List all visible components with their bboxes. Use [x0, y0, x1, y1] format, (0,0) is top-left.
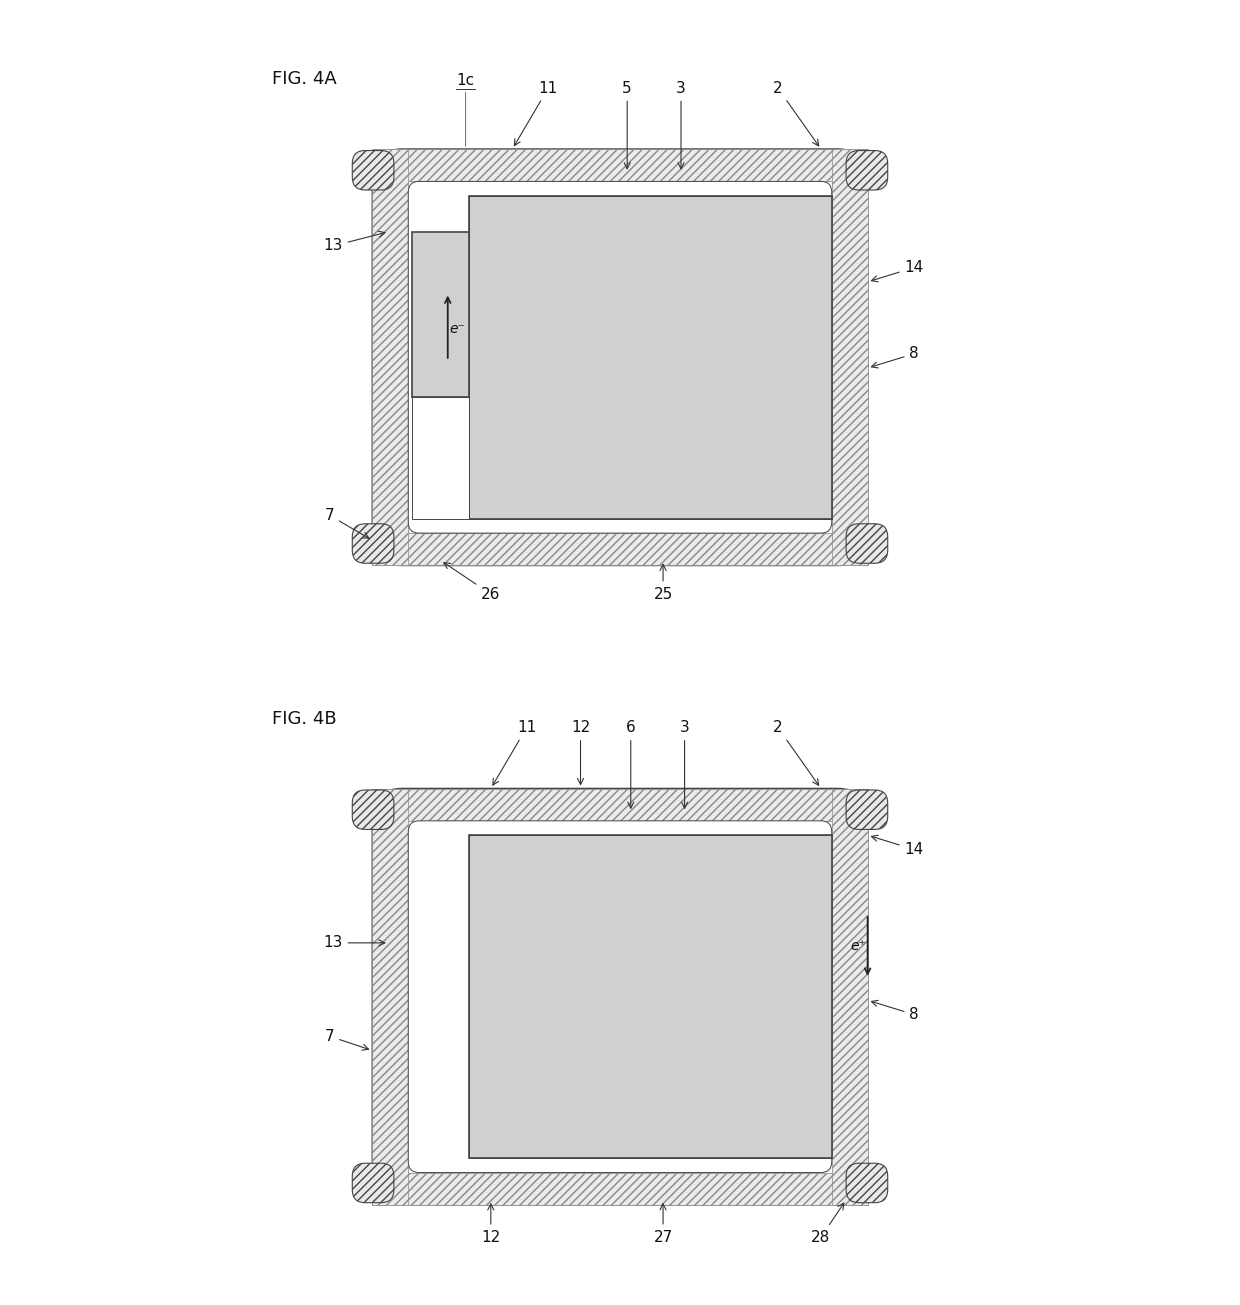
FancyBboxPatch shape: [352, 523, 394, 564]
FancyBboxPatch shape: [846, 790, 888, 830]
Text: 2: 2: [773, 720, 818, 786]
Text: 14: 14: [872, 835, 924, 857]
Text: 1c: 1c: [456, 73, 475, 89]
Text: 3: 3: [676, 81, 686, 168]
Text: 3: 3: [680, 720, 689, 808]
Text: 11: 11: [492, 720, 537, 786]
Text: 26: 26: [444, 562, 501, 602]
Text: 27: 27: [653, 1203, 672, 1245]
Text: 7: 7: [325, 508, 370, 538]
FancyBboxPatch shape: [352, 150, 394, 191]
Bar: [372, 1172, 868, 1205]
Text: 12: 12: [570, 720, 590, 784]
Text: 13: 13: [324, 936, 384, 950]
Text: 7: 7: [325, 1028, 368, 1051]
Text: e⁺: e⁺: [851, 940, 867, 954]
FancyBboxPatch shape: [846, 1163, 888, 1203]
Text: 11: 11: [515, 81, 558, 146]
FancyBboxPatch shape: [408, 821, 832, 1172]
Bar: [832, 788, 868, 1205]
Bar: [372, 788, 868, 821]
Text: 8: 8: [872, 1001, 919, 1022]
Text: FIG. 4B: FIG. 4B: [272, 710, 336, 728]
Text: 14: 14: [872, 260, 924, 282]
Bar: [412, 232, 469, 397]
Bar: [412, 397, 469, 518]
Bar: [469, 835, 832, 1159]
Text: 13: 13: [324, 231, 384, 253]
Text: 5: 5: [622, 81, 632, 168]
Bar: [372, 532, 868, 565]
Text: 12: 12: [481, 1203, 501, 1245]
FancyBboxPatch shape: [352, 790, 394, 830]
FancyBboxPatch shape: [846, 523, 888, 564]
Bar: [372, 149, 408, 565]
Bar: [469, 196, 832, 518]
Text: 28: 28: [811, 1203, 844, 1245]
FancyBboxPatch shape: [846, 150, 888, 191]
Text: 6: 6: [626, 720, 636, 808]
FancyBboxPatch shape: [408, 181, 832, 532]
Bar: [372, 788, 408, 1205]
Text: FIG. 4A: FIG. 4A: [272, 70, 336, 89]
Bar: [372, 149, 868, 181]
Text: 25: 25: [653, 564, 672, 602]
Text: e⁻: e⁻: [449, 321, 465, 335]
FancyBboxPatch shape: [372, 149, 868, 565]
FancyBboxPatch shape: [372, 788, 868, 1205]
Text: 8: 8: [872, 346, 919, 368]
Bar: [832, 149, 868, 565]
Text: 2: 2: [773, 81, 818, 146]
FancyBboxPatch shape: [352, 1163, 394, 1203]
